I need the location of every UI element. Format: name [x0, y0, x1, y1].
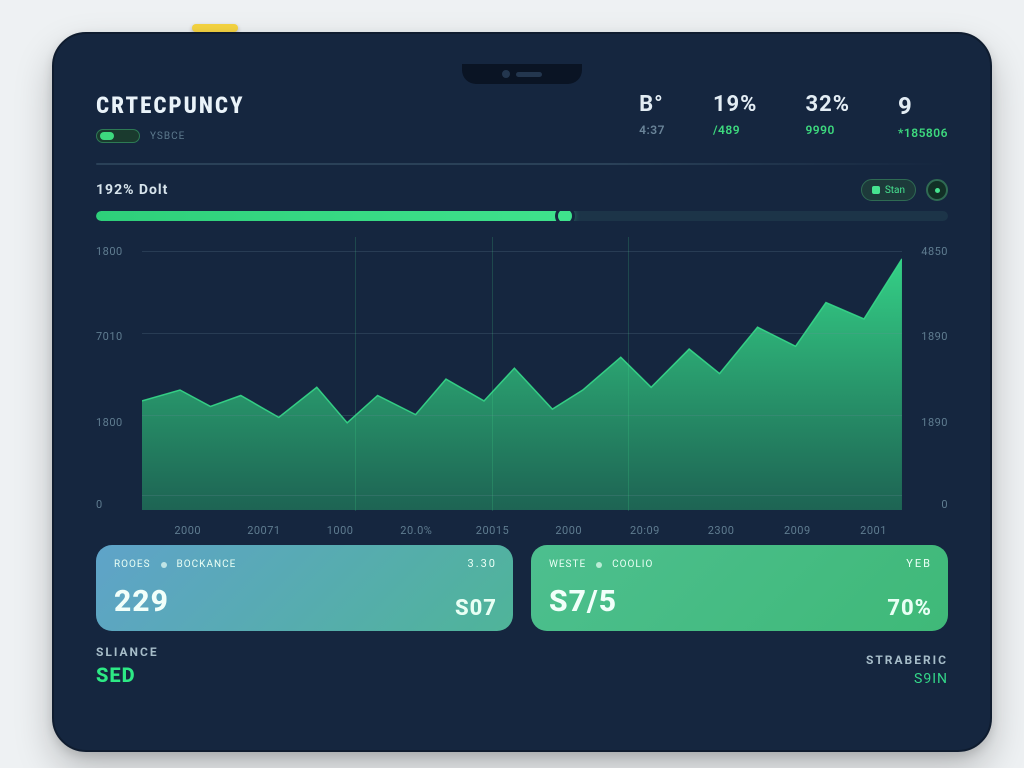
header-stat: 19% /489: [713, 92, 758, 137]
v-gridline: [492, 237, 493, 511]
y-axis-label: 0: [96, 498, 103, 511]
stat-secondary: /489: [713, 123, 758, 137]
notch: [462, 64, 582, 84]
card-corner-value: 70%: [887, 596, 932, 621]
progress-circle-button[interactable]: [926, 179, 948, 201]
x-axis-label: 20015: [476, 524, 509, 537]
v-gridline: [355, 237, 356, 511]
chart: 1800 7010 1800 0 4850 1890 1890 0 2000 20071 100…: [96, 227, 948, 537]
card-label-left: ROOES: [114, 559, 151, 570]
stat-secondary: 4:37: [639, 123, 665, 137]
card-label-mid: COOLIO: [612, 559, 653, 570]
dot-icon: [596, 562, 602, 568]
header-stat: 32% 9990: [805, 92, 850, 137]
y-axis-label: 7010: [96, 330, 123, 343]
v-gridline: [628, 237, 629, 511]
x-axis-label: 2300: [708, 524, 735, 537]
header-stat: 9 *185806: [898, 92, 948, 140]
h-gridline: [142, 251, 902, 252]
tablet-frame: CRTECPUNCY YSBCE B° 4:37 19% /489 32% 9990…: [52, 32, 992, 752]
stat-primary: 9: [898, 92, 948, 120]
header-toggle-label: YSBCE: [150, 131, 185, 142]
chip-label: Stan: [885, 185, 905, 196]
progress-bar[interactable]: [96, 211, 948, 221]
brand-block: CRTECPUNCY YSBCE: [96, 92, 245, 143]
progress-chip[interactable]: Stan: [861, 179, 916, 201]
h-gridline: [142, 415, 902, 416]
stat-secondary: 9990: [805, 123, 850, 137]
stat-primary: B°: [639, 92, 665, 117]
header-toggle[interactable]: [96, 129, 140, 143]
dot-icon: [161, 562, 167, 568]
progress-knob[interactable]: [558, 211, 572, 221]
h-gridline: [142, 333, 902, 334]
x-axis-label: 2009: [784, 524, 811, 537]
h-gridline: [142, 495, 902, 496]
y-axis-right-label: 1890: [921, 416, 948, 429]
header-stats: B° 4:37 19% /489 32% 9990 9 *185806: [639, 92, 948, 140]
progress-row: 192% Dolt Stan: [96, 179, 948, 201]
x-axis-label: 20.0%: [400, 524, 432, 537]
bottom-row: SLIANCE SED STRABERIC S9IN: [96, 645, 948, 687]
x-axis-label: 2001: [860, 524, 887, 537]
card-primary-value: 229: [114, 584, 495, 619]
bottom-right-value: S9IN: [531, 671, 948, 687]
stat-primary: 32%: [805, 92, 850, 117]
card-label-right: 3.30: [468, 557, 497, 570]
chip-square-icon: [872, 186, 880, 194]
chart-area: [142, 237, 902, 511]
chart-svg: [142, 237, 902, 510]
app-title: CRTECPUNCY: [96, 92, 245, 119]
y-axis-right-label: 1890: [921, 330, 948, 343]
cards-row: ROOES BOCKANCE 229 3.30 S07 WESTE COOLIO…: [96, 545, 948, 631]
bottom-left-value: SED: [96, 663, 513, 687]
progress-title: 192% Dolt: [96, 182, 168, 198]
y-axis-label: 1800: [96, 416, 123, 429]
stat-secondary: *185806: [898, 126, 948, 140]
card-primary-value: S7/5: [549, 584, 930, 619]
x-axis-label: 2000: [555, 524, 582, 537]
x-axis-label: 1000: [327, 524, 354, 537]
card-label-mid: BOCKANCE: [177, 559, 237, 570]
bottom-left-label: SLIANCE: [96, 645, 513, 659]
x-axis-label: 2000: [174, 524, 201, 537]
bottom-right-label: STRABERIC: [531, 653, 948, 667]
progress-bar-fill: [96, 211, 565, 221]
card-label-left: WESTE: [549, 559, 586, 570]
card-corner-value: S07: [455, 596, 497, 621]
summary-card[interactable]: ROOES BOCKANCE 229 3.30 S07: [96, 545, 513, 631]
card-label-right: YEB: [906, 557, 932, 570]
stat-primary: 19%: [713, 92, 758, 117]
x-axis-label: 20071: [247, 524, 280, 537]
header-divider: [96, 163, 948, 165]
x-axis-label: 20:09: [630, 524, 660, 537]
header-stat: B° 4:37: [639, 92, 665, 137]
summary-card[interactable]: WESTE COOLIO S7/5 YEB 70%: [531, 545, 948, 631]
y-axis-label: 1800: [96, 245, 123, 258]
tablet-power-button[interactable]: [192, 24, 238, 32]
y-axis-right-label: 4850: [921, 245, 948, 258]
y-axis-right-label: 0: [941, 498, 948, 511]
